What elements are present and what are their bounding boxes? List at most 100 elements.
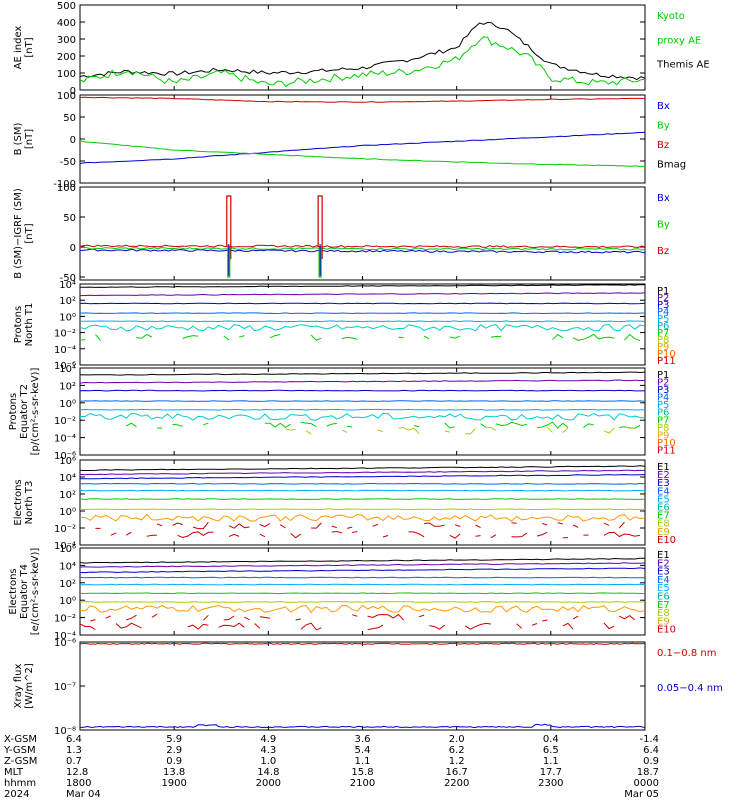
- legend-entry: E9: [657, 527, 670, 538]
- y-tick-label: 10⁰: [59, 596, 76, 607]
- flux-channel-line: [80, 601, 645, 603]
- legend-entry: Themis AE: [656, 60, 710, 71]
- y-tick-label: 300: [57, 35, 76, 46]
- panel-frame: [79, 4, 646, 91]
- y-tick-label: 10⁴: [59, 280, 76, 291]
- panel-frame: [79, 94, 646, 184]
- legend-entry: proxy AE: [657, 35, 701, 46]
- series-group: [80, 284, 645, 342]
- legend-entry: By: [657, 220, 670, 231]
- y-axis-label: North T1: [24, 303, 35, 347]
- series-line-bz: [80, 244, 645, 249]
- legend-entry: E7: [657, 511, 670, 522]
- y-axis-label: [W/m^2]: [24, 663, 35, 709]
- series-line-kyoto-proxy-ae: [80, 36, 645, 88]
- y-tick-label: 10⁰: [59, 399, 76, 410]
- legend-entry: E6: [657, 503, 670, 514]
- y-tick-label: 10⁻²: [54, 416, 76, 427]
- legend-entry: E8: [657, 608, 670, 619]
- legend-entry: P4: [657, 393, 669, 404]
- flux-channel-line: [80, 292, 645, 297]
- flux-channel-line: [80, 400, 645, 402]
- series-group: [80, 21, 645, 88]
- ephemeris-value: 2.0: [449, 734, 465, 745]
- flux-channel-line: [80, 389, 645, 392]
- legend-entry: P1: [657, 286, 669, 297]
- legend-entry: E1: [657, 550, 670, 561]
- panel-peq: 10⁴ 10² 10⁰ 10⁻² 10⁻⁴ 10⁻⁶ Protons Equator T2 [p…: [8, 364, 676, 462]
- flux-channel-line: [80, 508, 645, 511]
- y-tick-label: 10⁰: [59, 507, 76, 518]
- y-axis-label: [e/(cm²-s-sr-keV)]: [30, 548, 41, 636]
- flux-channel-line: [285, 426, 635, 435]
- legend-entry: P8: [657, 423, 669, 434]
- legend-entry: P8: [657, 335, 669, 346]
- flux-channel-line: [80, 592, 645, 595]
- ephemeris-table: X-GSMY-GSMZ-GSMMLThhmm20246.41.30.712.81…: [3, 734, 659, 800]
- y-axis-label: Protons: [8, 393, 19, 430]
- panel-bsm: 100 50 0 -50 -100 B (SM) [nT] Bx By Bz Bmag: [13, 91, 686, 190]
- legend-entry: Bz: [657, 140, 669, 151]
- y-axis-label: Protons: [13, 306, 24, 343]
- y-tick-label: 10⁰: [59, 312, 76, 323]
- y-tick-label: 100: [57, 183, 76, 194]
- series-line-themis-ae: [80, 21, 645, 81]
- y-tick-label: 10⁻⁴: [54, 631, 76, 642]
- flux-channel-line: [80, 513, 645, 522]
- ephemeris-value: 1.1: [543, 756, 559, 767]
- series-line-xray-1: [80, 723, 645, 729]
- legend-entry: P9: [657, 342, 669, 353]
- series-group: [80, 557, 645, 630]
- spike-bz: [317, 195, 323, 259]
- legend-entry: By: [657, 121, 670, 132]
- ephemeris-row-label: 2024: [4, 789, 29, 800]
- flux-channel-line: [125, 421, 641, 429]
- flux-channel-line: [80, 482, 645, 485]
- flux-channel-line: [80, 557, 645, 564]
- series-group: [80, 642, 645, 729]
- y-tick-label: 10⁻⁶: [54, 361, 76, 372]
- flux-channel-line: [95, 521, 625, 530]
- ephemeris-value: -1.4: [639, 734, 659, 745]
- legend-entry: P1: [657, 370, 669, 381]
- y-tick-label: 400: [57, 18, 76, 29]
- legend-entry: 0.1−0.8 nm: [657, 648, 716, 659]
- ephemeris-value: 14.8: [257, 767, 279, 778]
- flux-channel-line: [80, 489, 645, 492]
- ephemeris-value: 1.3: [66, 745, 82, 756]
- panel-ae: 500 400 300 200 100 0 AE index [nT] Kyoto proxy A…: [13, 1, 710, 97]
- ephemeris-row-label: MLT: [4, 767, 24, 778]
- y-tick-label: 10⁻⁷: [54, 682, 76, 693]
- panel-frame: [79, 641, 646, 731]
- ephemeris-value: 0.9: [643, 756, 659, 767]
- y-tick-label: 10²: [59, 381, 76, 392]
- ephemeris-value: 1900: [161, 778, 186, 789]
- flux-channel-line: [80, 312, 645, 315]
- y-tick-label: 10⁻⁶: [54, 638, 76, 649]
- ephemeris-value: 12.8: [66, 767, 88, 778]
- series-line-by: [80, 246, 645, 251]
- ephemeris-row-label: X-GSM: [4, 734, 37, 745]
- y-axis-label: North T3: [24, 481, 35, 525]
- ephemeris-value: 1800: [66, 778, 91, 789]
- y-tick-label: -50: [60, 273, 76, 284]
- y-tick-label: 10⁴: [59, 473, 76, 484]
- y-axis-label: Electrons: [13, 479, 24, 525]
- legend-entry: P5: [657, 400, 669, 411]
- y-tick-label: 10⁻⁴: [54, 541, 76, 552]
- ephemeris-value: 2100: [350, 778, 375, 789]
- y-tick-label: 0: [70, 135, 76, 146]
- legend-entry: E4: [657, 486, 670, 497]
- legend-entry: E8: [657, 519, 670, 530]
- y-tick-label: 100: [57, 69, 76, 80]
- legend-entry: P6: [657, 321, 669, 332]
- ephemeris-value: 17.7: [540, 767, 562, 778]
- flux-channel-line: [80, 333, 641, 342]
- legend-entry: E4: [657, 575, 670, 586]
- panel-xray: 10⁻⁶ 10⁻⁷ 10⁻⁸ Xray flux [W/m^2] 0.1−0.8 nm 0.…: [13, 638, 723, 737]
- flux-channel-line: [80, 474, 645, 480]
- ephemeris-value: 2200: [444, 778, 469, 789]
- series-group: [80, 465, 645, 539]
- y-tick-label: 100: [57, 91, 76, 102]
- y-tick-label: -100: [53, 179, 76, 190]
